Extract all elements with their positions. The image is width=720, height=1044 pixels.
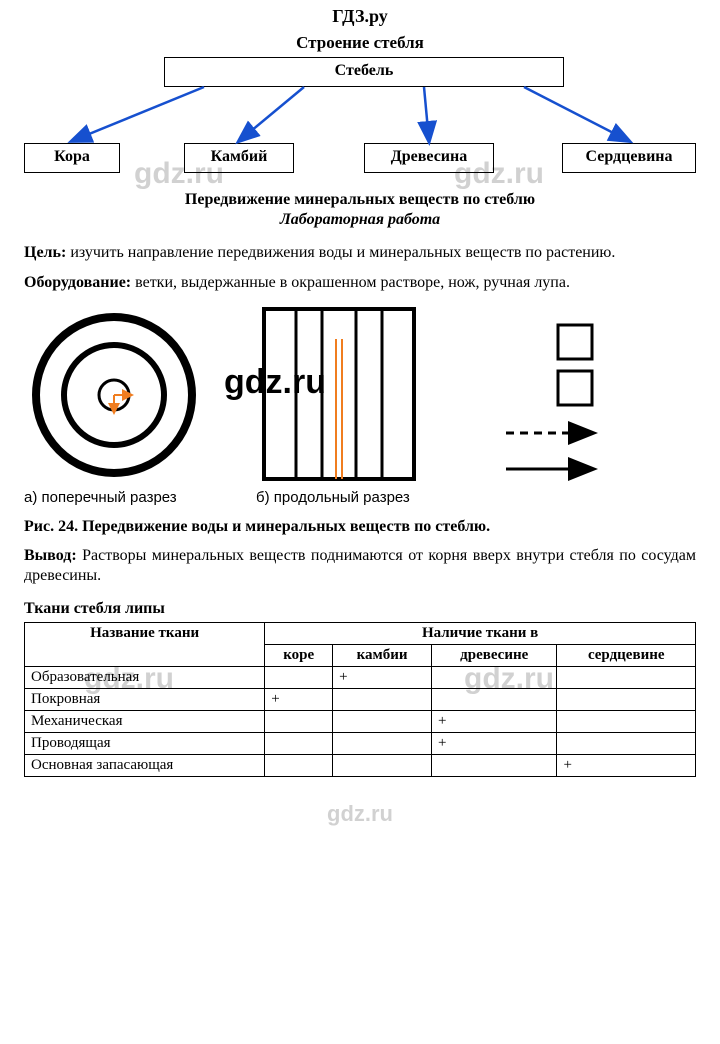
- tissue-mark-cell: [431, 689, 556, 711]
- figure-legend-side: [488, 321, 608, 506]
- stem-hierarchy-diagram: СтебельКораКамбийДревесинаСердцевинаgdz.…: [24, 57, 696, 187]
- lab-work-label: Лабораторная работа: [24, 211, 696, 229]
- table-row: Механическая +: [25, 711, 696, 733]
- panel-a-label: а) поперечный разрез: [24, 489, 238, 506]
- tissue-mark-cell: [557, 733, 696, 755]
- tissue-mark-cell: +: [431, 711, 556, 733]
- tissue-mark-cell: [333, 755, 432, 777]
- col-subheader: древесине: [431, 645, 556, 667]
- goal-text: изучить направление передвижения воды и …: [70, 244, 615, 261]
- tissue-name-cell: Покровная: [25, 689, 265, 711]
- equipment-text: ветки, выдержанные в окрашенном растворе…: [135, 274, 570, 291]
- tissue-mark-cell: [333, 711, 432, 733]
- tissue-name-cell: Проводящая: [25, 733, 265, 755]
- goal-label: Цель:: [24, 244, 66, 261]
- table-row: Покровная+: [25, 689, 696, 711]
- tissue-mark-cell: [265, 733, 333, 755]
- figure-panel-b: б) продольный разрез: [256, 303, 470, 506]
- col-subheader: сердцевине: [557, 645, 696, 667]
- tissue-mark-cell: +: [333, 667, 432, 689]
- cross-section-svg: [24, 303, 204, 483]
- subtitle-mineral-movement: Передвижение минеральных веществ по стеб…: [24, 191, 696, 209]
- tissue-mark-cell: +: [265, 689, 333, 711]
- col-group-header: Наличие ткани в: [265, 623, 696, 645]
- tissue-mark-cell: [431, 667, 556, 689]
- conclusion-text: Растворы минеральных веществ поднимаются…: [24, 547, 696, 584]
- figure-panel-a: а) поперечный разрез: [24, 303, 238, 506]
- tissue-mark-cell: [557, 711, 696, 733]
- col-subheader: камбии: [333, 645, 432, 667]
- diagram-arrows: [24, 57, 696, 187]
- tissue-mark-cell: [557, 667, 696, 689]
- equipment-paragraph: Оборудование: ветки, выдержанные в окраш…: [24, 273, 696, 293]
- tissue-name-cell: Образовательная: [25, 667, 265, 689]
- table-row: Проводящая +: [25, 733, 696, 755]
- tissue-mark-cell: [557, 689, 696, 711]
- tissue-mark-cell: +: [431, 733, 556, 755]
- table-row: Образовательная +: [25, 667, 696, 689]
- tissue-mark-cell: [265, 711, 333, 733]
- conclusion-label: Вывод:: [24, 547, 77, 564]
- longitudinal-section-svg: [256, 303, 426, 483]
- tissue-name-cell: Механическая: [25, 711, 265, 733]
- tissue-mark-cell: [431, 755, 556, 777]
- panel-b-label: б) продольный разрез: [256, 489, 470, 506]
- tissue-mark-cell: +: [557, 755, 696, 777]
- table-title: Ткани стебля липы: [24, 600, 696, 618]
- col-header-name: Название ткани: [25, 623, 265, 667]
- conclusion-paragraph: Вывод: Растворы минеральных веществ подн…: [24, 546, 696, 586]
- site-header: ГДЗ.ру: [24, 6, 696, 27]
- tissue-mark-cell: [333, 689, 432, 711]
- tissue-mark-cell: [265, 667, 333, 689]
- equipment-label: Оборудование:: [24, 274, 131, 291]
- col-subheader: коре: [265, 645, 333, 667]
- tissue-name-cell: Основная запасающая: [25, 755, 265, 777]
- table-row: Основная запасающая +: [25, 755, 696, 777]
- tissue-table: Название тканиНаличие ткани вкорекамбиид…: [24, 622, 696, 777]
- figure-24: а) поперечный разрез б) продольный разре…: [24, 303, 696, 506]
- heading-structure: Строение стебля: [24, 33, 696, 53]
- tissue-mark-cell: [333, 733, 432, 755]
- tissue-mark-cell: [265, 755, 333, 777]
- footer-watermark: gdz.ru: [24, 801, 696, 827]
- figure-caption: Рис. 24. Передвижение воды и минеральных…: [24, 518, 696, 536]
- legend-svg: [488, 321, 608, 501]
- goal-paragraph: Цель: изучить направление передвижения в…: [24, 243, 696, 263]
